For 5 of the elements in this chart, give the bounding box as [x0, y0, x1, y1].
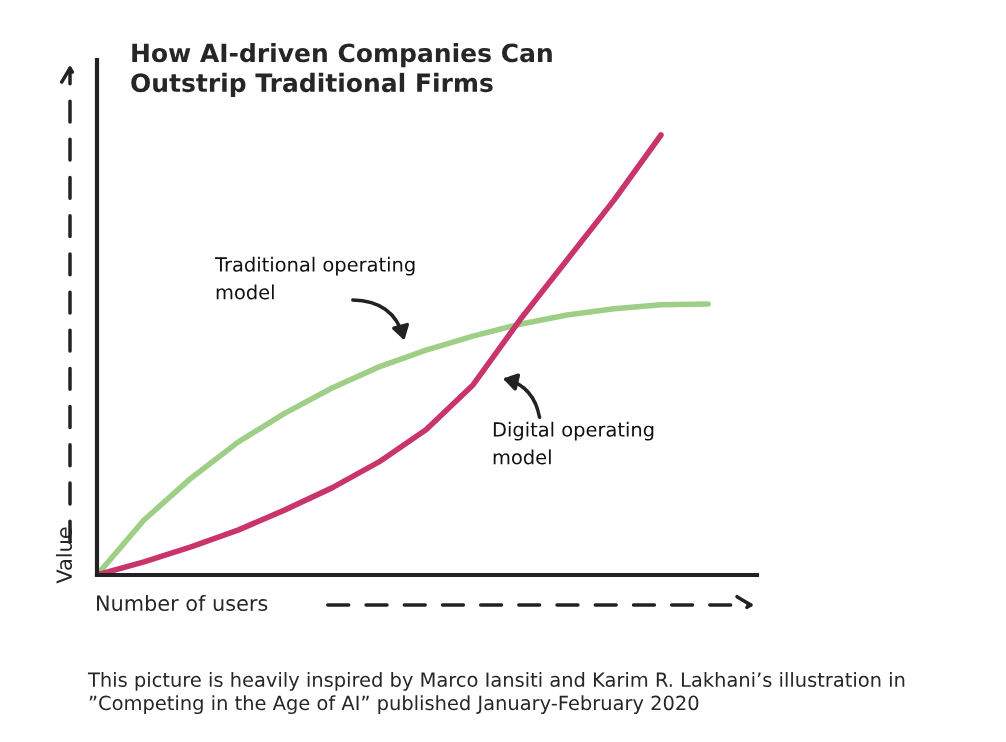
- x-axis-title: Number of users: [97, 594, 268, 612]
- text: Digital operating model: [493, 421, 654, 465]
- text: Traditional operating model: [214, 256, 415, 300]
- text: This picture is heavily inspired by Marco Iansiti and Karim R. Lakhani’s illustration in ”Competing in the Age of AI” published January-February 2020: [87, 671, 905, 715]
- chart-title: How AI-driven Companies Can Outstrip Traditional Firms: [131, 42, 552, 98]
